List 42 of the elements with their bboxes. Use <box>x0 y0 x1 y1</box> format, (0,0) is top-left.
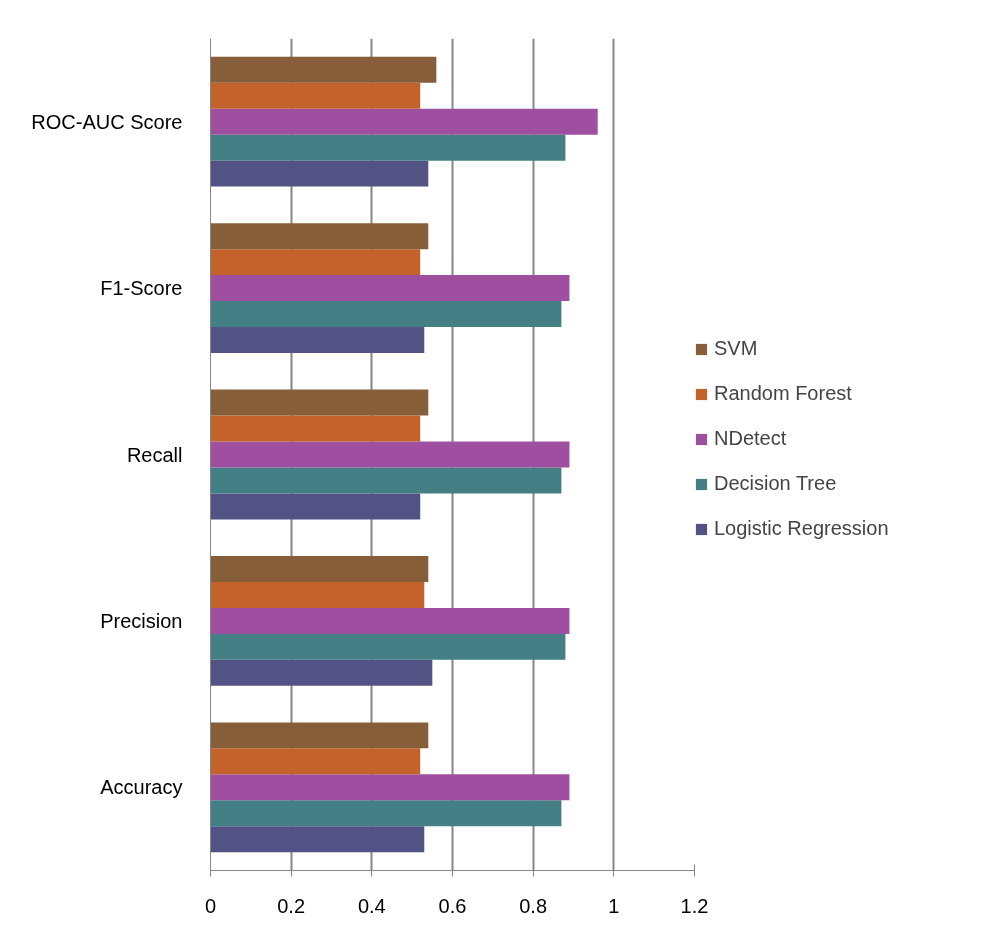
bar <box>210 160 429 187</box>
legend-label: Decision Tree <box>714 472 837 495</box>
y-tick-label: Precision <box>100 609 183 632</box>
bar <box>210 659 433 686</box>
x-tick-label: 0.6 <box>438 894 467 917</box>
y-tick-label: Accuracy <box>100 776 183 799</box>
bar <box>210 800 562 827</box>
bar <box>210 301 562 328</box>
bar <box>210 249 421 276</box>
bar <box>210 556 429 582</box>
bar <box>210 748 421 775</box>
bar <box>210 493 421 520</box>
legend-label: NDetect <box>714 427 787 450</box>
x-tick-label: 1 <box>608 894 620 917</box>
x-tick-label: 0.4 <box>357 894 386 917</box>
bar <box>210 774 570 801</box>
y-tick-label: F1-Score <box>100 277 183 300</box>
bar <box>210 134 566 161</box>
x-tick-label: 0.2 <box>277 894 306 917</box>
bar <box>210 722 429 749</box>
bar <box>210 826 425 853</box>
x-tick-label: 1.2 <box>680 894 709 917</box>
bar <box>210 415 421 442</box>
bar <box>210 467 562 494</box>
bar <box>210 327 425 353</box>
legend-label: SVM <box>714 337 758 360</box>
bar <box>210 581 425 608</box>
y-tick-label: Recall <box>126 443 183 466</box>
bar <box>210 275 570 302</box>
y-tick-label: ROC-AUC Score <box>31 110 183 133</box>
bar <box>210 389 429 416</box>
bar <box>210 633 566 660</box>
bar <box>210 56 437 83</box>
x-tick-label: 0.8 <box>519 894 548 917</box>
bar <box>210 441 570 468</box>
x-tick-label: 0 <box>204 894 217 917</box>
bar <box>210 82 421 109</box>
legend-label: Random Forest <box>714 382 852 405</box>
bar <box>210 108 598 135</box>
bar <box>210 607 570 634</box>
bar <box>210 223 429 250</box>
legend-label: Logistic Regression <box>714 517 889 540</box>
